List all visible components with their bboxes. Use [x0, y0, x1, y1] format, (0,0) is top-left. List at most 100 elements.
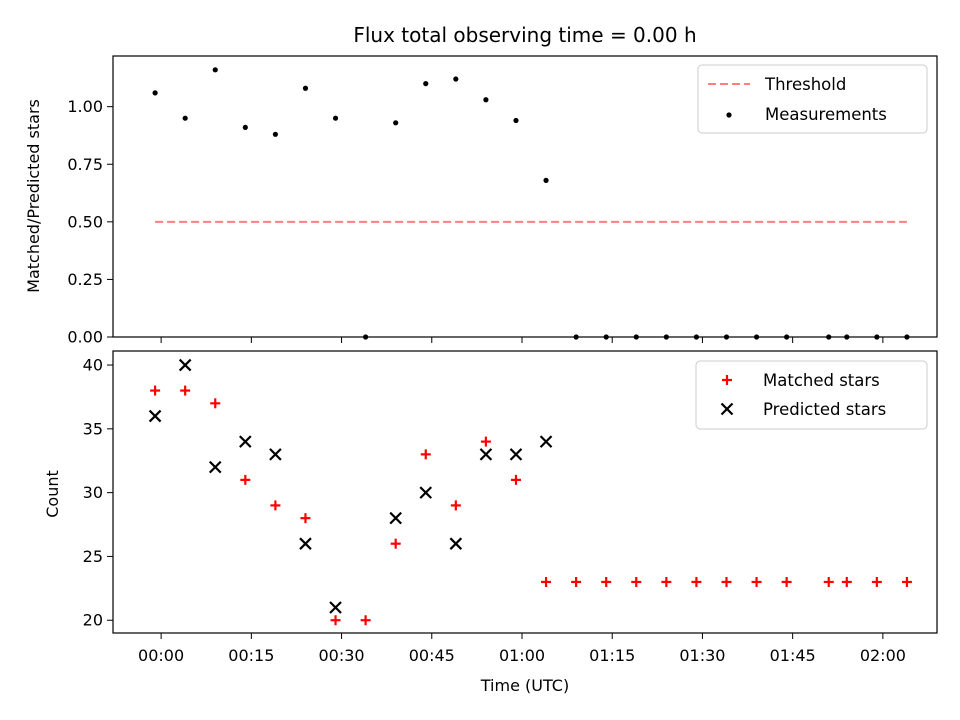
predicted-star-point [509, 448, 523, 461]
matched-star-point [841, 576, 852, 587]
x-tick-label: 01:15 [589, 646, 635, 665]
legend-predicted-marker [720, 402, 734, 416]
measurement-point [483, 97, 489, 103]
measurement-point [393, 120, 399, 126]
top-plot-frame [112, 55, 938, 338]
predicted-star-point [449, 537, 463, 550]
predicted-star-point-b [509, 448, 523, 461]
measurement-points [152, 67, 910, 340]
top-legend-box [697, 64, 928, 134]
matched-star-point [390, 538, 401, 549]
matched-star-point [330, 615, 341, 626]
predicted-star-point-b [329, 601, 342, 614]
matched-star-point [751, 576, 762, 587]
matched-star-point [450, 500, 461, 511]
legend-predicted-swatch [720, 402, 734, 416]
matched-star-point [571, 576, 582, 587]
predicted-star-point [269, 448, 282, 461]
x-tick-label: 00:15 [228, 646, 274, 665]
predicted-star-point-b [479, 448, 493, 461]
measurement-point [332, 115, 339, 121]
bottom-legend-box [695, 360, 928, 430]
predicted-star-point [329, 601, 342, 614]
bottom-y-axis-label: Count [43, 470, 62, 518]
top-y-tick-label: 0.75 [67, 155, 103, 174]
bottom-y-tick-label: 25 [83, 547, 103, 566]
measurement-point [543, 177, 549, 183]
top-y-tick-label: 1.00 [67, 97, 103, 116]
predicted-star-point [299, 537, 312, 550]
matched-star-point [901, 576, 912, 587]
predicted-star-point [539, 435, 553, 448]
matched-star-point [721, 576, 732, 587]
predicted-star-point-b [178, 358, 192, 372]
top-y-tick-label: 0.25 [67, 270, 103, 289]
x-tick-label: 01:30 [679, 646, 725, 665]
measurement-point [453, 76, 459, 82]
legend-matched-label: Matched stars [763, 371, 880, 390]
predicted-star-point [208, 460, 222, 474]
legend-measurements-label: Measurements [765, 105, 887, 124]
x-tick-label: 00:30 [319, 646, 365, 665]
x-tick-label: 00:00 [138, 646, 184, 665]
top-x-ticks [160, 337, 884, 343]
predicted-star-point [178, 358, 192, 372]
legend-matched-swatch [722, 375, 732, 385]
bottom-y-tick-label: 35 [83, 419, 103, 438]
measurement-point [212, 67, 218, 73]
x-axis-label: Time (UTC) [480, 676, 569, 695]
top-y-tick-label: 0.00 [67, 328, 103, 347]
matched-star-point [480, 436, 491, 447]
measurement-point [152, 90, 158, 96]
x-tick-label: 01:45 [770, 646, 816, 665]
legend-measurements-swatch [726, 112, 732, 118]
legend-predicted-label: Predicted stars [763, 400, 886, 419]
top-panel: Flux total observing time = 0.00 h Match… [24, 23, 938, 347]
top-y-axis-label: Matched/Predicted stars [24, 99, 43, 293]
predicted-star-point-b [299, 537, 312, 550]
matched-star-point [871, 576, 882, 587]
predicted-star-point [389, 511, 402, 525]
top-y-ticks: 0.00 0.25 0.50 0.75 1.00 [67, 97, 113, 347]
predicted-star-point-b [208, 460, 222, 474]
predicted-star-point-b [539, 435, 553, 448]
measurement-point [513, 117, 519, 124]
measurement-point [242, 124, 248, 131]
matched-star-point [210, 398, 221, 409]
matched-star-point [510, 474, 521, 485]
predicted-star-point [239, 435, 252, 448]
bottom-x-ticks: 00:00 00:15 00:30 00:45 01:00 01:15 01:30 01:45… [138, 633, 906, 665]
predicted-star-point-b [389, 511, 402, 525]
x-tick-label: 02:00 [860, 646, 906, 665]
predicted-star-point-b [269, 448, 282, 461]
matched-star-point [240, 474, 251, 485]
predicted-star-point [479, 448, 493, 461]
matched-star-point [631, 576, 642, 587]
predicted-star-point-b [148, 409, 162, 423]
legend-matched-marker [722, 375, 732, 385]
x-tick-label: 00:45 [409, 646, 455, 665]
count-points [148, 358, 912, 626]
bottom-y-ticks: 20 25 30 35 40 [83, 356, 113, 630]
predicted-star-point [419, 486, 433, 499]
matched-star-point [270, 500, 281, 511]
matched-star-point [601, 576, 612, 587]
predicted-star-point-b [419, 486, 433, 499]
measurement-point [302, 85, 309, 91]
predicted-star-point [148, 409, 162, 423]
bottom-y-tick-label: 40 [83, 356, 103, 375]
x-tick-label: 01:00 [499, 646, 545, 665]
bottom-y-tick-label: 20 [83, 611, 103, 630]
matched-star-point [691, 576, 702, 587]
measurement-point [423, 81, 429, 87]
bottom-y-tick-label: 30 [83, 483, 103, 502]
top-y-tick-label: 0.50 [67, 212, 103, 231]
matched-star-point [661, 576, 672, 587]
legend-threshold-label: Threshold [764, 75, 846, 94]
chart-title: Flux total observing time = 0.00 h [353, 23, 696, 47]
measurement-point [182, 115, 188, 121]
matched-star-point [541, 576, 552, 587]
predicted-star-point-b [449, 537, 463, 550]
